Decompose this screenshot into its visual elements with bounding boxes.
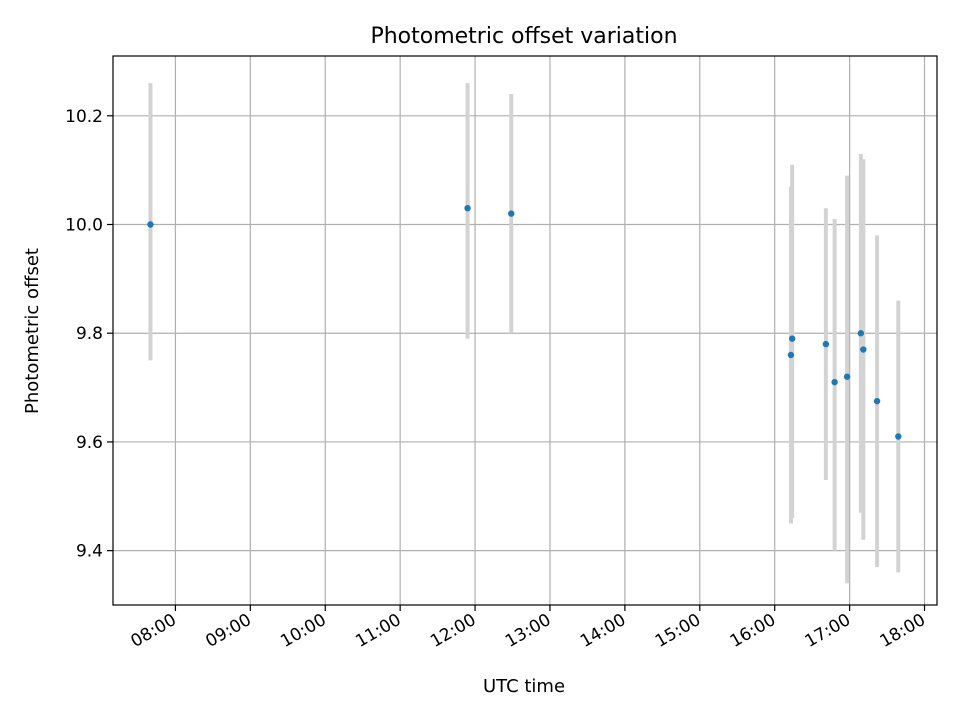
- y-tick-label: 9.4: [76, 542, 103, 562]
- data-point: [831, 378, 838, 386]
- data-point: [860, 346, 867, 353]
- data-point: [508, 210, 515, 217]
- y-tick-label: 9.6: [76, 433, 103, 453]
- data-point: [873, 397, 881, 405]
- data-point: [822, 340, 830, 348]
- marker-layer: [147, 204, 902, 440]
- y-axis-label: Photometric offset: [22, 248, 43, 414]
- data-point: [895, 433, 902, 440]
- y-tick-label: 9.8: [76, 324, 103, 344]
- plot-frame: [112, 55, 938, 606]
- y-tick-label: 10.2: [65, 107, 103, 127]
- data-point: [787, 351, 795, 359]
- data-point: [788, 335, 796, 342]
- data-point: [147, 221, 154, 228]
- grid-layer: [113, 56, 937, 605]
- y-tick-label: 10.0: [65, 216, 103, 236]
- chart-title: Photometric offset variation: [370, 24, 677, 49]
- x-axis-label: UTC time: [483, 676, 565, 697]
- data-point: [857, 330, 865, 337]
- data-point: [464, 204, 471, 212]
- data-point: [843, 373, 851, 380]
